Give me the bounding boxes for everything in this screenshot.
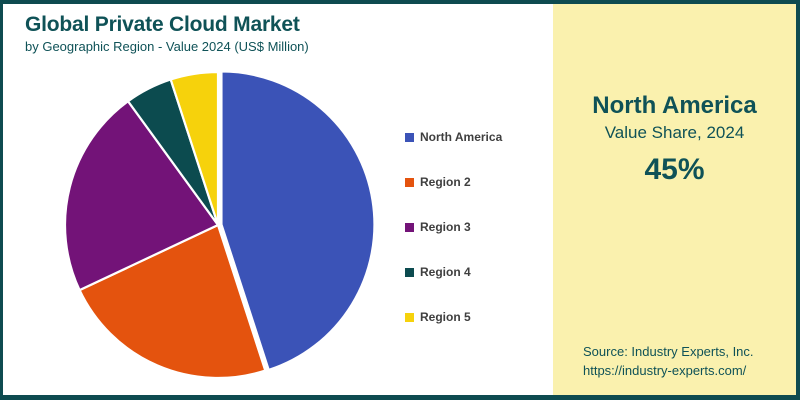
page-subtitle: by Geographic Region - Value 2024 (US$ M…: [25, 39, 309, 55]
legend-label: Region 4: [420, 265, 471, 279]
chart-legend: North America Region 2 Region 3 Region 4…: [405, 126, 502, 328]
page-title: Global Private Cloud Market: [25, 13, 300, 36]
pie-slice-region-3: [63, 100, 220, 292]
legend-item-region-2: Region 2: [405, 171, 502, 193]
legend-swatch-north-america: [405, 132, 414, 142]
highlight-caption: Value Share, 2024: [604, 122, 745, 142]
highlight-region: North America: [592, 92, 757, 119]
legend-item-north-america: North America: [405, 126, 502, 148]
legend-swatch-region-3: [405, 222, 414, 232]
highlight-value: 45%: [644, 152, 705, 186]
pie-slice-north-america: [220, 70, 376, 372]
highlight-panel: North America Value Share, 2024 45% Sour…: [553, 4, 796, 395]
legend-swatch-region-5: [405, 312, 414, 322]
pie-chart: [63, 70, 376, 380]
legend-label: Region 5: [420, 310, 471, 324]
legend-swatch-region-4: [405, 267, 414, 277]
legend-item-region-5: Region 5: [405, 306, 502, 328]
source-text: Source: Industry Experts, Inc.: [583, 344, 754, 360]
legend-label: Region 3: [420, 220, 471, 234]
source-url: https://industry-experts.com/: [583, 363, 747, 379]
pie-slice-region-2: [78, 223, 267, 380]
chart-header: Global Private Cloud Market by Geographi…: [25, 13, 309, 54]
legend-label: Region 2: [420, 175, 471, 189]
legend-item-region-4: Region 4: [405, 261, 502, 283]
legend-item-region-3: Region 3: [405, 216, 502, 238]
legend-label: North America: [420, 130, 503, 144]
pie-slice-region-5: [169, 70, 220, 227]
source-attribution: Source: Industry Experts, Inc. https://i…: [583, 343, 790, 381]
legend-swatch-region-2: [405, 177, 414, 187]
